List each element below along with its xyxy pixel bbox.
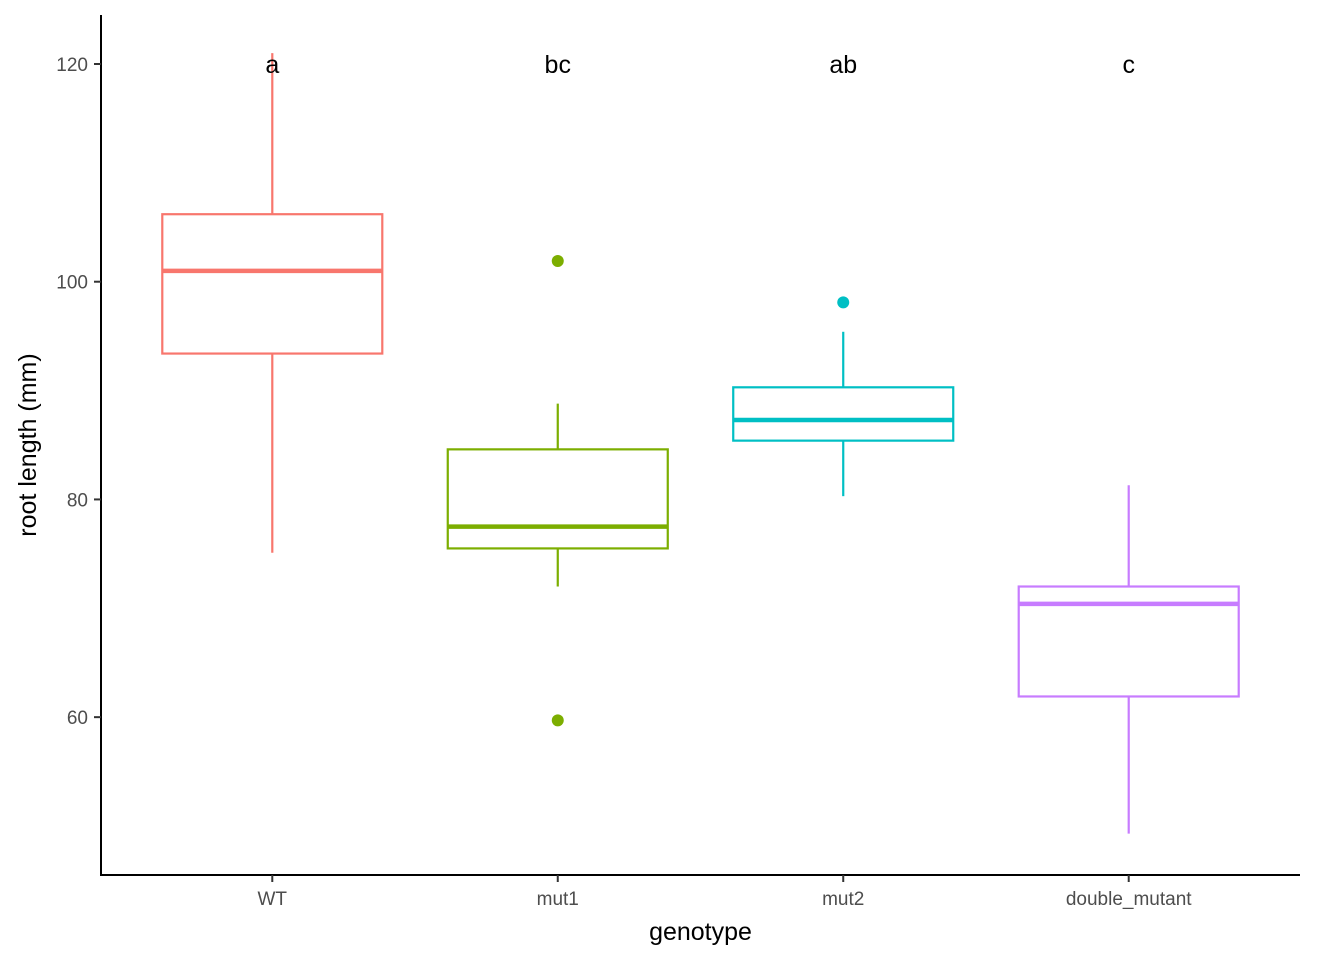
x-tick-label: mut2 xyxy=(822,889,864,910)
box-mut2 xyxy=(732,296,955,497)
iqr-box xyxy=(161,213,384,355)
outlier-point xyxy=(551,714,564,727)
y-tick-label: 100 xyxy=(56,273,88,294)
outlier-point xyxy=(551,255,564,268)
box-WT xyxy=(161,53,384,553)
x-tick-label: WT xyxy=(258,889,288,910)
x-axis-ticks: WT mut1 mut2 double_mutant xyxy=(258,875,1192,910)
y-tick-label: 120 xyxy=(56,55,88,76)
box-double_mutant xyxy=(1017,485,1240,834)
x-tick-label: mut1 xyxy=(537,889,579,910)
significance-letter: bc xyxy=(545,51,571,79)
significance-letter: ab xyxy=(829,51,857,79)
iqr-box xyxy=(446,448,669,550)
iqr-box xyxy=(732,386,955,442)
y-tick-label: 60 xyxy=(67,708,88,729)
x-axis-title: genotype xyxy=(649,918,752,946)
outlier-point xyxy=(837,296,850,309)
y-axis-title: root length (mm) xyxy=(14,353,42,536)
y-axis-ticks: 60 80 100 120 xyxy=(56,55,101,729)
x-tick-label: double_mutant xyxy=(1066,889,1192,910)
significance-letter: c xyxy=(1122,51,1135,79)
y-tick-label: 80 xyxy=(67,490,88,511)
box-mut1 xyxy=(446,255,669,727)
plot-area: a bc ab c xyxy=(161,51,1240,834)
significance-letter: a xyxy=(265,51,279,79)
